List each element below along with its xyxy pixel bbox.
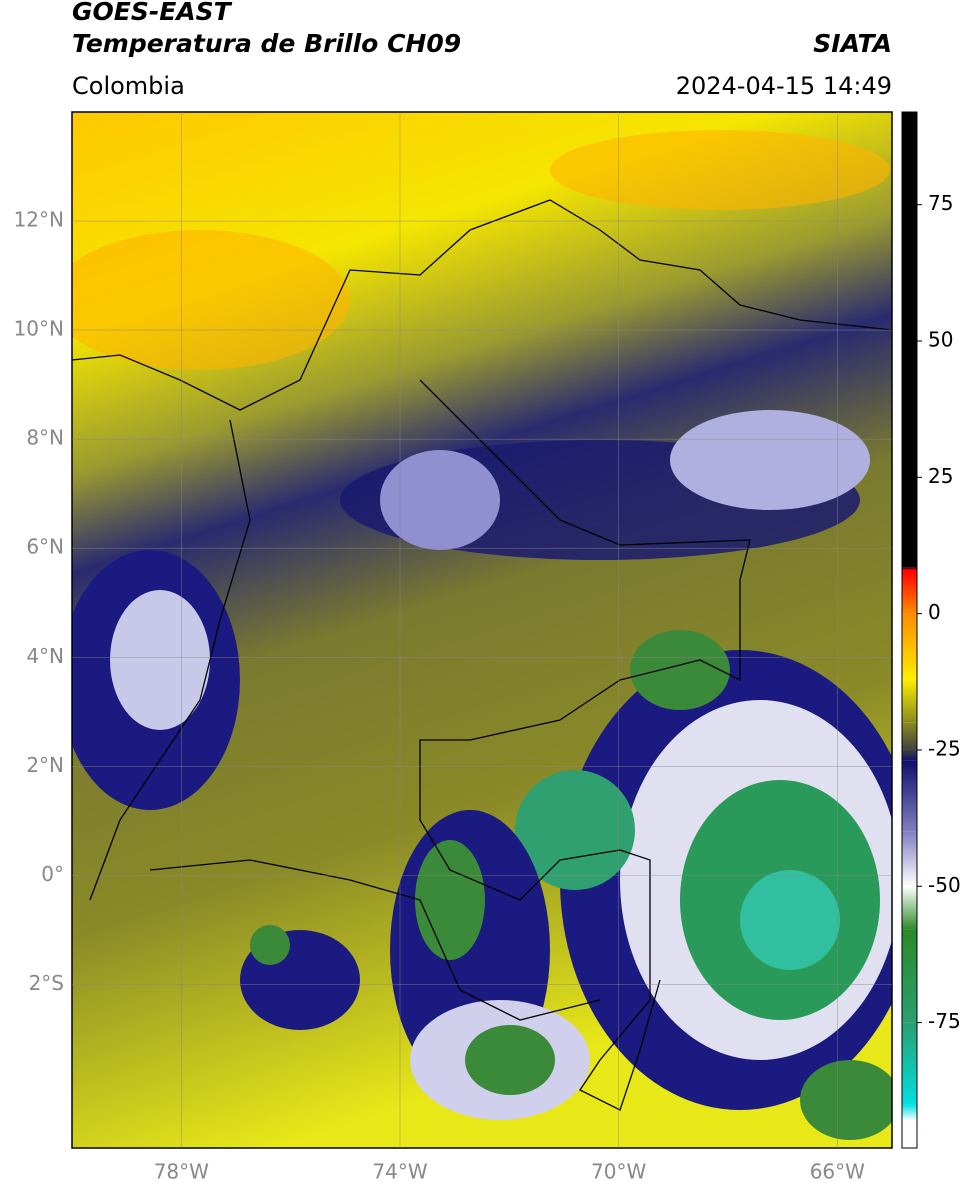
y-tick-label: 2°S xyxy=(29,971,64,995)
warm-area xyxy=(550,130,890,210)
x-tick-label: 70°W xyxy=(591,1160,646,1184)
colorbar-segment xyxy=(902,929,917,1023)
cloud-top xyxy=(800,1060,892,1140)
colorbar-segment xyxy=(902,679,917,723)
source: SIATA xyxy=(813,29,892,58)
colorbar-tick-label: 75 xyxy=(928,191,953,215)
colorbar-tick-label: -50 xyxy=(928,873,961,897)
colorbar-tick-label: -75 xyxy=(928,1009,961,1033)
warm-area xyxy=(72,230,350,370)
colorbar-segment xyxy=(902,749,917,761)
x-tick-label: 66°W xyxy=(810,1160,865,1184)
colorbar-frame xyxy=(901,111,918,1149)
cloud xyxy=(670,410,870,510)
border xyxy=(149,859,601,1021)
region: Colombia xyxy=(72,72,185,100)
cloud-top xyxy=(250,925,290,965)
coastline xyxy=(72,199,892,411)
y-tick-label: 2°N xyxy=(26,753,64,777)
colorbar-segment xyxy=(902,1104,917,1121)
cloud-top xyxy=(740,870,840,970)
x-tick-label: 78°W xyxy=(154,1160,209,1184)
colorbar-segment xyxy=(902,570,917,614)
colorbar xyxy=(902,112,917,1148)
colorbar-segment xyxy=(902,567,917,571)
cloud xyxy=(380,450,500,550)
colorbar-tick-label: 0 xyxy=(928,600,941,624)
colorbar-segment xyxy=(902,831,917,887)
colorbar-segment xyxy=(902,112,917,568)
subtitle: Temperatura de Brillo CH09 xyxy=(72,29,461,58)
title: GOES-EAST xyxy=(72,0,233,26)
colorbar-segment xyxy=(902,1022,917,1105)
cloud-top xyxy=(415,840,485,960)
coastline xyxy=(89,419,251,901)
y-tick-label: 0° xyxy=(41,862,64,886)
y-tick-label: 4°N xyxy=(26,644,64,668)
colorbar-segment xyxy=(902,613,917,680)
colorbar-tick-label: 25 xyxy=(928,464,953,488)
border xyxy=(419,379,751,1111)
datetime: 2024-04-15 14:49 xyxy=(676,72,892,100)
colorbar-segment xyxy=(902,1120,917,1148)
colorbar-tick-label: 50 xyxy=(928,328,953,352)
y-tick-label: 8°N xyxy=(26,426,64,450)
cloud-top xyxy=(465,1025,555,1095)
cloud-top xyxy=(630,630,730,710)
colorbar-segment xyxy=(902,886,917,930)
colorbar-tick-label: -25 xyxy=(928,736,961,760)
x-tick-label: 74°W xyxy=(372,1160,427,1184)
y-tick-label: 10°N xyxy=(14,317,64,341)
map-frame xyxy=(71,111,893,1149)
y-tick-label: 6°N xyxy=(26,535,64,559)
cloud-top xyxy=(515,770,635,890)
cloud xyxy=(110,590,210,730)
satellite-image xyxy=(72,112,892,1148)
colorbar-segment xyxy=(902,760,917,832)
colorbar-segment xyxy=(902,722,917,750)
y-tick-label: 12°N xyxy=(14,208,64,232)
